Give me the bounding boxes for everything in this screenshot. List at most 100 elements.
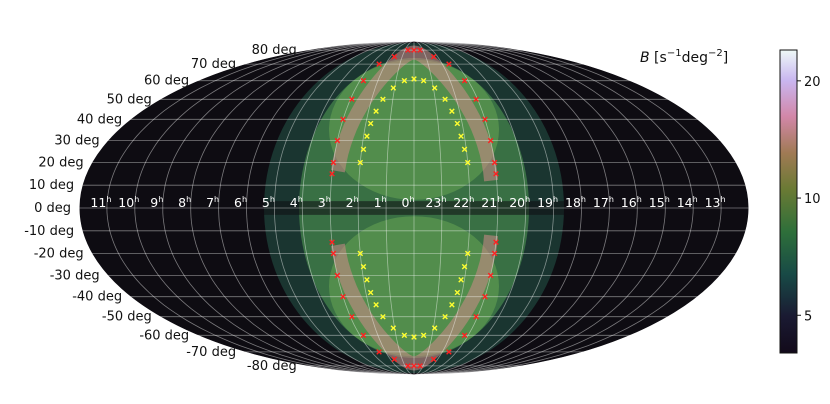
meridian-line	[246, 41, 415, 375]
x-marker	[417, 47, 423, 53]
colorbar-ticks: 5 10 20	[797, 75, 821, 324]
x-marker	[411, 334, 417, 340]
x-marker	[329, 171, 335, 177]
ra-label: 15h	[649, 195, 670, 210]
meridian-line	[413, 41, 722, 375]
x-marker	[373, 302, 379, 308]
ra-label: 6h	[234, 195, 247, 210]
x-marker	[491, 250, 498, 257]
x-marker	[449, 302, 455, 308]
x-marker	[329, 239, 335, 245]
x-marker	[461, 263, 468, 270]
ra-label: 0h	[401, 195, 414, 210]
dec-label: -60 deg	[139, 328, 189, 343]
x-marker	[454, 120, 461, 127]
dec-label: 20 deg	[38, 156, 83, 171]
ra-label: 5h	[262, 195, 275, 210]
x-marker	[493, 239, 499, 245]
ra-label: 7h	[206, 195, 219, 210]
x-marker	[330, 250, 337, 257]
colorbar-gradient	[779, 49, 798, 354]
colorbar-title: B [s−1deg−2]	[640, 48, 728, 66]
x-marker	[482, 293, 488, 300]
meridian-line	[106, 41, 415, 375]
ra-label: 22h	[453, 195, 474, 210]
dec-label: 50 deg	[107, 92, 152, 107]
meridian-line	[413, 41, 527, 375]
x-marker	[473, 313, 479, 320]
ra-label: 14h	[677, 195, 698, 210]
x-marker	[360, 146, 367, 153]
x-marker	[461, 77, 468, 84]
colorbar-tick-label: 20	[804, 75, 821, 90]
x-marker	[458, 276, 464, 283]
colorbar-tick-label: 10	[804, 192, 821, 207]
dec-label: -20 deg	[34, 246, 84, 261]
ra-label: 17h	[593, 195, 614, 210]
x-marker	[367, 289, 374, 296]
meridian-line	[413, 41, 555, 375]
dec-label: 0 deg	[34, 201, 71, 216]
x-marker	[390, 325, 397, 331]
x-marker	[461, 146, 468, 153]
meridian-line	[301, 41, 415, 375]
dec-label: 70 deg	[191, 57, 236, 72]
ra-label: 19h	[537, 195, 558, 210]
dec-label: 80 deg	[252, 43, 297, 58]
meridian-line	[273, 41, 415, 375]
x-marker	[401, 332, 408, 339]
ra-label: 3h	[318, 195, 331, 210]
meridian-line	[413, 41, 666, 375]
x-marker	[493, 171, 499, 177]
x-marker	[487, 137, 494, 144]
x-marker	[340, 293, 346, 300]
x-marker	[360, 332, 367, 339]
x-marker	[367, 120, 374, 127]
x-marker	[464, 159, 471, 166]
meridian-line	[413, 41, 471, 375]
x-marker	[364, 133, 370, 140]
x-marker	[454, 289, 461, 296]
x-marker	[487, 272, 494, 279]
ra-label: 21h	[481, 195, 502, 210]
ra-labels: 11h 10h 9h 8h 7h 6h 5h 4h 3h 2h 1h 0h 23h 22h 21h 20h 19…	[90, 195, 725, 210]
meridian-line	[413, 41, 443, 375]
heat-south-ring	[331, 234, 499, 371]
x-marker	[357, 250, 364, 257]
red-marker-series	[329, 47, 499, 369]
x-marker	[461, 332, 468, 339]
x-marker	[380, 313, 386, 320]
dec-label: -70 deg	[186, 345, 236, 360]
dec-label: 30 deg	[54, 134, 99, 149]
meridian-line	[218, 41, 415, 375]
x-marker	[391, 356, 398, 363]
dec-label: 60 deg	[144, 74, 189, 89]
meridian-line	[413, 41, 638, 375]
dec-label: -80 deg	[247, 359, 297, 374]
ra-label: 4h	[290, 195, 303, 210]
meridian-line	[162, 41, 415, 375]
ra-label: 1h	[374, 195, 387, 210]
heat-north-ring	[331, 45, 499, 182]
x-marker	[405, 47, 411, 53]
x-marker	[491, 159, 498, 166]
x-marker	[391, 53, 398, 60]
sky-border	[78, 40, 750, 376]
x-marker	[376, 349, 382, 355]
x-marker	[401, 77, 408, 84]
meridian-line	[413, 41, 610, 375]
marker-layer	[329, 47, 499, 369]
x-marker	[340, 116, 346, 123]
x-marker	[390, 85, 397, 91]
yellow-marker-series	[357, 76, 471, 340]
x-marker	[411, 76, 417, 82]
ra-label: 11h	[90, 195, 111, 210]
ra-label: 8h	[178, 195, 191, 210]
meridian-line	[413, 41, 694, 375]
ra-label: 2h	[346, 195, 359, 210]
x-marker	[464, 250, 471, 257]
colorbar-tick-label: 5	[804, 309, 812, 324]
x-marker	[373, 108, 379, 114]
x-marker	[364, 276, 370, 283]
